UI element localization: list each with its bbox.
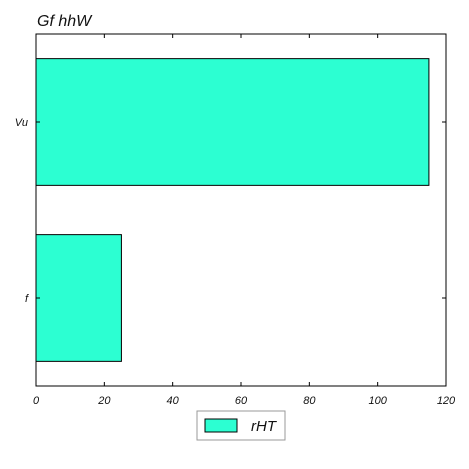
y-tick-label-f: f [25,293,29,305]
x-tick-label-80: 80 [303,395,316,407]
legend-swatch [204,418,238,433]
x-tick-label-0: 0 [33,395,40,407]
legend: rHT [196,410,286,441]
x-axis-ticks: 0 20 40 60 80 100 120 [33,34,456,407]
legend-label-rht: rHT [251,418,278,435]
x-tick-label-40: 40 [167,395,180,407]
bar-vu [35,58,430,186]
y-axis-ticks: Vu f [15,117,446,305]
x-tick-label-120: 120 [437,395,456,407]
bar-f [35,234,122,362]
x-tick-label-60: 60 [235,395,248,407]
y-tick-label-vu: Vu [15,117,28,129]
x-tick-label-20: 20 [97,395,111,407]
bars-group [35,58,430,362]
chart-title: Gf hhW [37,13,93,30]
x-tick-label-100: 100 [368,395,387,407]
